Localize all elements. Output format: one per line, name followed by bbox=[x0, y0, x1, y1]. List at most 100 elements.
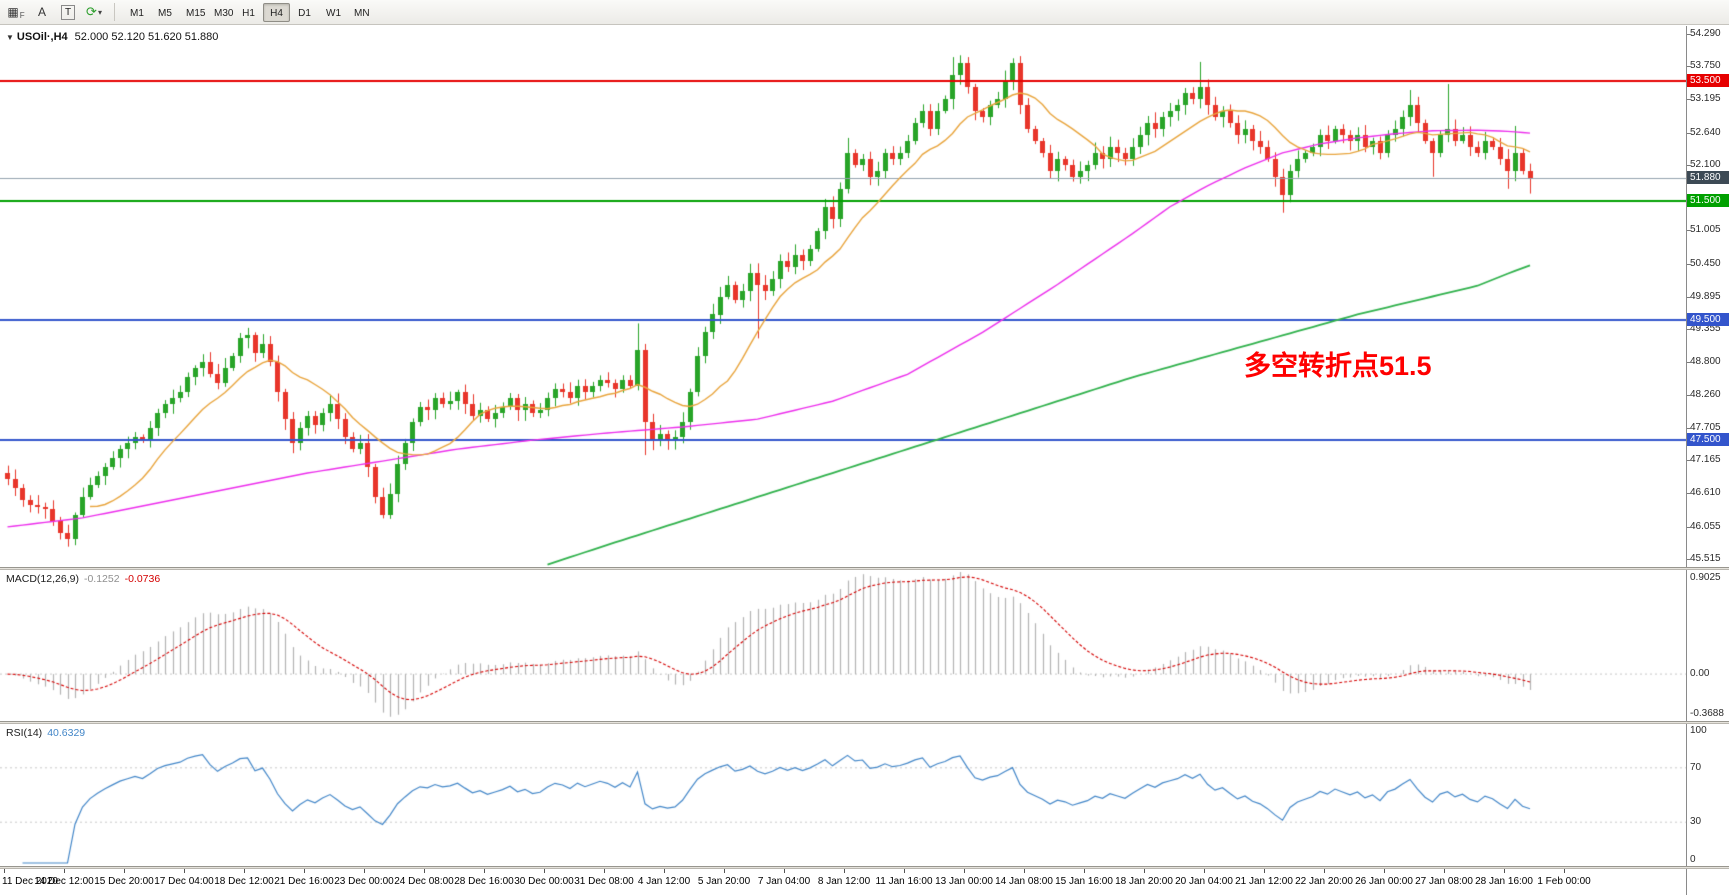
time-axis-label: 14 Jan 08:00 bbox=[995, 876, 1053, 887]
time-axis-tick bbox=[964, 869, 965, 873]
macd-axis-label: 0.9025 bbox=[1690, 572, 1721, 583]
time-axis-tick bbox=[124, 869, 125, 873]
time-axis-tick bbox=[1384, 869, 1385, 873]
price-level-badge: 53.500 bbox=[1687, 74, 1729, 87]
time-axis-tick bbox=[64, 869, 65, 873]
text-tool-button[interactable]: T bbox=[56, 2, 80, 22]
time-axis-label: 8 Jan 12:00 bbox=[817, 876, 871, 887]
price-axis-label: 52.640 bbox=[1690, 127, 1721, 138]
price-scale[interactable]: 54.290 53.750 53.195 52.640 52.100 51.005 50.4… bbox=[1686, 26, 1729, 895]
time-axis-label: 13 Jan 00:00 bbox=[935, 876, 993, 887]
time-axis-tick bbox=[1024, 869, 1025, 873]
recycle-icon: ⟳ bbox=[86, 4, 97, 19]
timeframe-button-h4[interactable]: H4 bbox=[263, 2, 290, 22]
price-axis-label: 47.705 bbox=[1690, 422, 1721, 433]
macd-signal-value: -0.0736 bbox=[124, 573, 161, 585]
panel-divider[interactable] bbox=[0, 721, 1729, 724]
axis-tick bbox=[1687, 264, 1691, 265]
chart-text-annotation[interactable]: 多空转折点51.5 bbox=[1244, 351, 1432, 381]
price-axis-label: 50.450 bbox=[1690, 258, 1721, 269]
time-axis-label: 11 Dec 2020 bbox=[2, 876, 58, 887]
time-axis-tick bbox=[1444, 869, 1445, 873]
time-axis-label: 21 Dec 16:00 bbox=[274, 876, 334, 887]
cursor-tool-button[interactable]: A bbox=[30, 2, 54, 22]
time-axis-tick bbox=[1204, 869, 1205, 873]
template-tool-button[interactable]: ⟳ ▾ bbox=[82, 2, 106, 22]
time-axis-label: 28 Dec 16:00 bbox=[454, 876, 514, 887]
rsi-panel-canvas[interactable] bbox=[0, 724, 1686, 866]
rsi-axis-label: 0 bbox=[1690, 854, 1696, 865]
price-axis-label: 47.165 bbox=[1690, 454, 1721, 465]
panel-divider[interactable] bbox=[0, 567, 1729, 570]
price-axis-label: 53.195 bbox=[1690, 93, 1721, 104]
time-axis-label: 28 Jan 16:00 bbox=[1475, 876, 1533, 887]
chart-list-button[interactable]: ▦ F bbox=[4, 2, 28, 22]
macd-indicator-label: MACD(12,26,9) -0.1252 -0.0736 bbox=[6, 573, 165, 585]
axis-tick bbox=[1687, 493, 1691, 494]
timeframe-button-h1[interactable]: H1 bbox=[235, 3, 262, 22]
time-axis-label: 5 Jan 20:00 bbox=[697, 876, 751, 887]
time-axis[interactable]: 11 Dec 2020 14 Dec 12:00 15 Dec 20:00 17 De… bbox=[0, 869, 1686, 895]
axis-tick bbox=[1687, 165, 1691, 166]
time-axis-tick bbox=[784, 869, 785, 873]
axis-tick bbox=[1687, 460, 1691, 461]
time-axis-label: 14 Dec 12:00 bbox=[34, 876, 94, 887]
time-axis-tick bbox=[1144, 869, 1145, 873]
time-axis-label: 31 Dec 08:00 bbox=[574, 876, 634, 887]
macd-axis-label: -0.3688 bbox=[1690, 708, 1724, 719]
toolbar-separator bbox=[114, 3, 115, 21]
axis-tick bbox=[1687, 66, 1691, 67]
price-axis-label: 54.290 bbox=[1690, 28, 1721, 39]
macd-panel-canvas[interactable] bbox=[0, 570, 1686, 721]
price-axis-label: 49.355 bbox=[1690, 323, 1721, 334]
symbol-arrow-icon: ▼ bbox=[6, 33, 14, 42]
price-axis-label: 46.610 bbox=[1690, 487, 1721, 498]
axis-tick bbox=[1687, 428, 1691, 429]
main-chart-canvas[interactable] bbox=[0, 26, 1686, 567]
time-axis-label: 15 Dec 20:00 bbox=[94, 876, 154, 887]
time-axis-tick bbox=[544, 869, 545, 873]
time-axis-label: 23 Dec 00:00 bbox=[334, 876, 394, 887]
time-axis-label: 11 Jan 16:00 bbox=[875, 876, 933, 887]
timeframe-button-m5[interactable]: M5 bbox=[151, 3, 178, 22]
time-axis-tick bbox=[1504, 869, 1505, 873]
price-axis-label: 52.100 bbox=[1690, 159, 1721, 170]
toolbar: ▦ F A T ⟳ ▾ M1 M5 M15 M30 H1 H4 D1 W1 MN bbox=[0, 0, 1729, 25]
time-axis-tick bbox=[364, 869, 365, 873]
time-axis-label: 27 Jan 08:00 bbox=[1415, 876, 1473, 887]
timeframe-button-w1[interactable]: W1 bbox=[319, 3, 346, 22]
time-axis-tick bbox=[724, 869, 725, 873]
axis-tick bbox=[1687, 34, 1691, 35]
price-level-badge: 47.500 bbox=[1687, 433, 1729, 446]
time-axis-label: 1 Feb 00:00 bbox=[1537, 876, 1591, 887]
chart-header: ▼ USOil·,H4 52.000 52.120 51.620 51.880 bbox=[6, 31, 218, 43]
time-axis-label: 30 Dec 00:00 bbox=[514, 876, 574, 887]
timeframe-button-d1[interactable]: D1 bbox=[291, 3, 318, 22]
ohlc-values: 52.000 52.120 51.620 51.880 bbox=[74, 31, 219, 43]
macd-name: MACD(12,26,9) bbox=[6, 573, 79, 585]
timeframe-button-m1[interactable]: M1 bbox=[123, 3, 150, 22]
macd-main-value: -0.1252 bbox=[83, 573, 120, 585]
rsi-value: 40.6329 bbox=[47, 727, 86, 739]
grid-icon-sub-label: F bbox=[19, 10, 25, 20]
time-axis-tick bbox=[1564, 869, 1565, 873]
time-axis-label: 15 Jan 16:00 bbox=[1055, 876, 1113, 887]
time-axis-tick bbox=[184, 869, 185, 873]
timeframe-button-mn[interactable]: MN bbox=[347, 3, 374, 22]
timeframe-button-m15[interactable]: M15 bbox=[179, 3, 206, 22]
rsi-name: RSI(14) bbox=[6, 727, 43, 739]
timeframe-button-m30[interactable]: M30 bbox=[207, 3, 234, 22]
time-axis-label: 24 Dec 08:00 bbox=[394, 876, 454, 887]
price-level-badge: 51.880 bbox=[1687, 171, 1729, 184]
time-axis-tick bbox=[484, 869, 485, 873]
text-tool-icon: T bbox=[60, 4, 76, 20]
timeframe-group: M1 M5 M15 M30 H1 H4 D1 W1 MN bbox=[123, 2, 374, 22]
axis-tick bbox=[1687, 559, 1691, 560]
price-axis-label: 45.515 bbox=[1690, 553, 1721, 564]
time-axis-tick bbox=[304, 869, 305, 873]
panel-divider[interactable] bbox=[0, 866, 1729, 869]
time-axis-label: 7 Jan 04:00 bbox=[757, 876, 811, 887]
axis-tick bbox=[1687, 395, 1691, 396]
axis-tick bbox=[1687, 362, 1691, 363]
